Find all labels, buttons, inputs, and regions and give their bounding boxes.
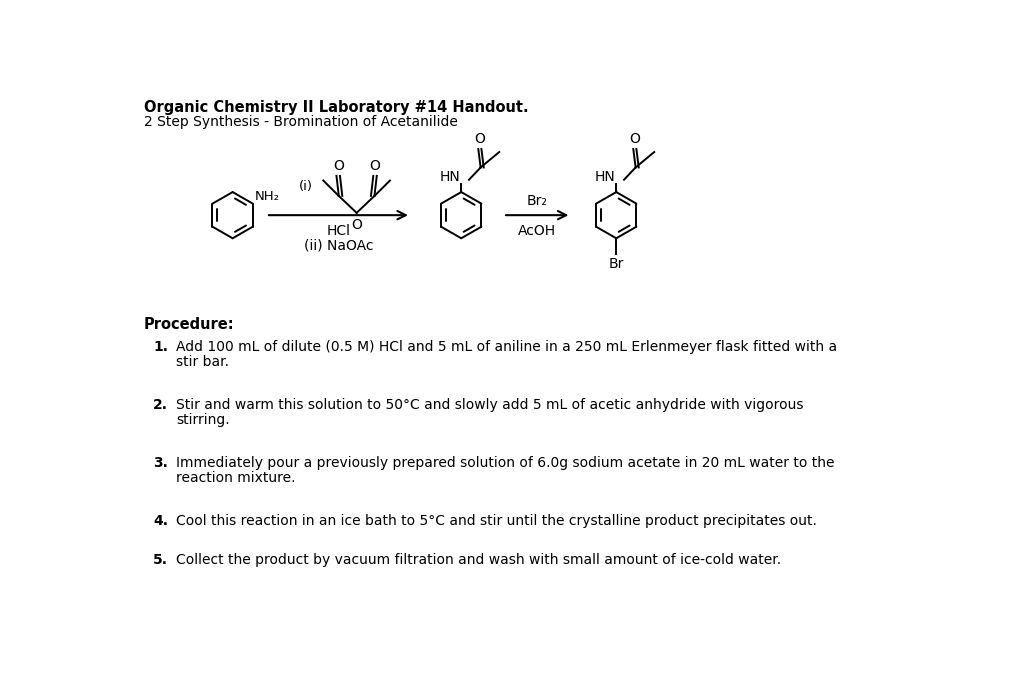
Text: AcOH: AcOH	[518, 223, 556, 238]
Text: Stir and warm this solution to 50°C and slowly add 5 mL of acetic anhydride with: Stir and warm this solution to 50°C and …	[176, 398, 804, 412]
Text: (i): (i)	[298, 180, 312, 193]
Text: stirring.: stirring.	[176, 413, 229, 427]
Text: 5.: 5.	[154, 553, 168, 567]
Text: Procedure:: Procedure:	[143, 317, 234, 332]
Text: 4.: 4.	[154, 514, 168, 529]
Text: NH₂: NH₂	[255, 190, 281, 203]
Text: Br: Br	[608, 257, 624, 270]
Text: 2.: 2.	[154, 398, 168, 412]
Text: HN: HN	[439, 170, 460, 184]
Text: Organic Chemistry II Laboratory #14 Handout.: Organic Chemistry II Laboratory #14 Hand…	[143, 100, 528, 115]
Text: O: O	[333, 159, 344, 173]
Text: Br₂: Br₂	[526, 194, 548, 208]
Text: O: O	[630, 132, 640, 146]
Text: 3.: 3.	[154, 456, 168, 470]
Text: Collect the product by vacuum filtration and wash with small amount of ice-cold : Collect the product by vacuum filtration…	[176, 553, 781, 567]
Text: Add 100 mL of dilute (0.5 M) HCl and 5 mL of aniline in a 250 mL Erlenmeyer flas: Add 100 mL of dilute (0.5 M) HCl and 5 m…	[176, 340, 838, 354]
Text: Immediately pour a previously prepared solution of 6.0g sodium acetate in 20 mL : Immediately pour a previously prepared s…	[176, 456, 835, 470]
Text: HCl: HCl	[327, 225, 350, 238]
Text: 1.: 1.	[154, 340, 168, 354]
Text: O: O	[474, 132, 485, 146]
Text: 2 Step Synthesis - Bromination of Acetanilide: 2 Step Synthesis - Bromination of Acetan…	[143, 115, 458, 129]
Text: reaction mixture.: reaction mixture.	[176, 471, 296, 485]
Text: HN: HN	[594, 170, 615, 184]
Text: Cool this reaction in an ice bath to 5°C and stir until the crystalline product : Cool this reaction in an ice bath to 5°C…	[176, 514, 817, 529]
Text: O: O	[370, 159, 381, 173]
Text: O: O	[351, 219, 362, 232]
Text: stir bar.: stir bar.	[176, 355, 229, 369]
Text: (ii) NaOAc: (ii) NaOAc	[304, 238, 373, 252]
